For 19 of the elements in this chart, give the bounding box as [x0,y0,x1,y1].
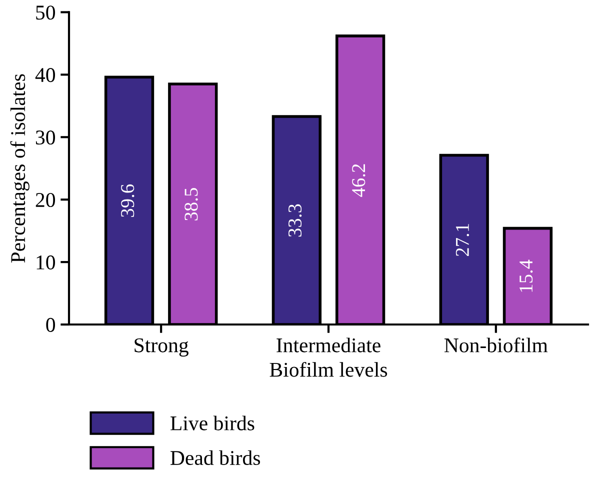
legend-label: Live birds [170,416,254,430]
data-label: 46.2 [352,164,366,197]
y-tick-label: 40 [35,68,56,82]
data-label: 33.3 [288,204,302,237]
data-label: 15.4 [520,260,533,292]
x-tick-label: Intermediate [276,338,380,352]
data-label: 39.6 [121,184,134,217]
y-tick-label: 30 [36,130,56,145]
y-tick-label: 20 [36,192,56,208]
y-axis-title: Percentages of isolates [10,74,30,263]
y-tick-label: 0 [46,318,56,332]
x-tick-label: Strong [134,338,188,357]
x-tick-label: Non-biofilm [444,338,548,352]
y-tick-label: 10 [36,255,56,270]
y-tick-label: 50 [36,6,56,20]
data-label: 38.5 [184,188,198,220]
data-label: 27.1 [456,224,470,256]
x-axis-title: Biofilm levels [270,362,388,377]
legend-label: Dead birds [170,450,260,466]
